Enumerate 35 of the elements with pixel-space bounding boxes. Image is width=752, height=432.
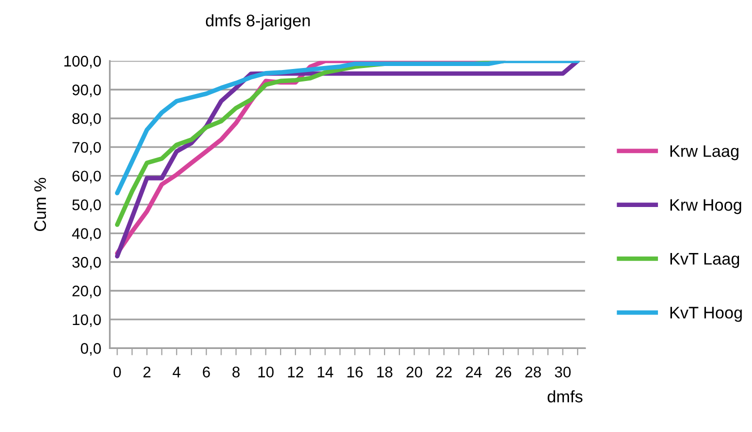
x-tick-label: 14 — [318, 366, 334, 378]
y-tick-label: 70,0 — [72, 142, 101, 155]
x-axis-title: dmfs — [548, 390, 582, 402]
legend-label: KvT Hoog — [670, 306, 742, 322]
x-tick-label: 20 — [406, 366, 422, 378]
y-tick-label: 10,0 — [72, 314, 101, 327]
y-axis-title: Cum % — [34, 178, 46, 232]
x-tick-label: 22 — [436, 366, 452, 378]
x-tick-label: 30 — [554, 366, 571, 378]
y-tick-label: 80,0 — [72, 113, 101, 126]
y-tick-label: 20,0 — [72, 286, 101, 298]
x-tick-label: 8 — [232, 366, 240, 378]
y-tick-label: 50,0 — [72, 199, 101, 212]
legend-label: KvT Laag — [670, 253, 740, 268]
line-series — [114, 60, 580, 196]
y-tick-label: 0,0 — [80, 343, 101, 356]
x-tick-label: 18 — [377, 366, 392, 378]
x-tick-label: 12 — [288, 366, 304, 378]
x-tick-label: 2 — [143, 366, 150, 378]
x-tick-label: 6 — [202, 366, 210, 378]
x-tick-label: 24 — [466, 366, 482, 378]
legend-label: Krw Laag — [670, 145, 738, 160]
x-tick-label: 26 — [496, 366, 512, 378]
y-tick-label: 90,0 — [72, 84, 101, 98]
y-tick-label: 60,0 — [72, 170, 101, 184]
x-tick-label: 16 — [348, 366, 363, 378]
y-tick-label: 40,0 — [72, 228, 101, 241]
chart-title: dmfs 8-jarigen — [206, 14, 310, 30]
y-tick-label: 30,0 — [72, 256, 101, 270]
y-tick-label: 100,0 — [64, 56, 101, 68]
x-tick-label: 0 — [114, 366, 121, 378]
x-tick-label: 4 — [172, 366, 180, 378]
x-tick-label: 10 — [258, 366, 274, 378]
x-tick-label: 28 — [525, 366, 541, 378]
legend-label: Krw Hoog — [670, 199, 742, 214]
